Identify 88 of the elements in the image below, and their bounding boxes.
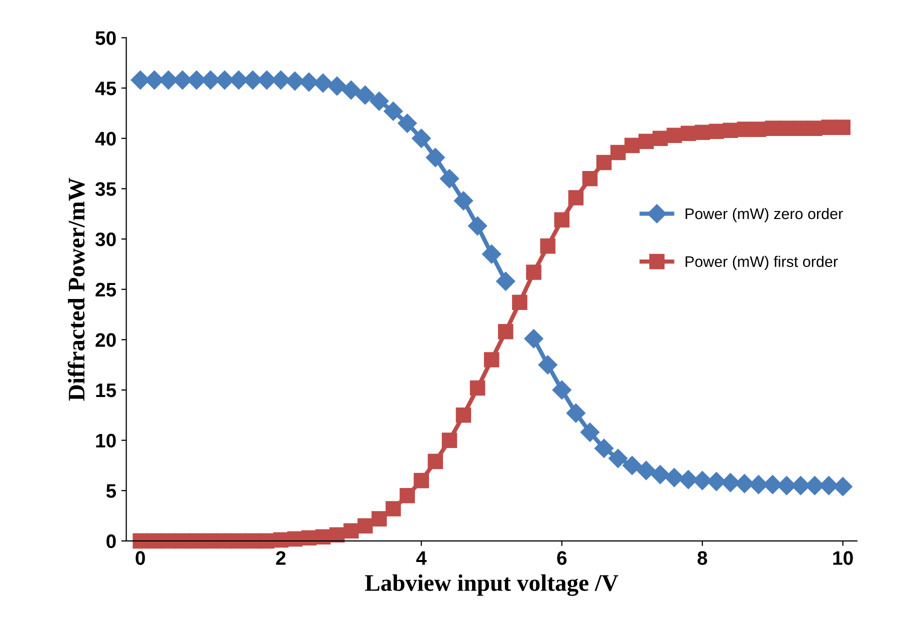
point xyxy=(454,191,474,210)
point xyxy=(524,329,544,348)
point xyxy=(498,324,514,340)
point xyxy=(622,456,642,475)
point xyxy=(722,122,738,138)
point xyxy=(833,477,852,496)
point xyxy=(482,244,502,264)
point xyxy=(779,120,794,136)
point xyxy=(666,128,682,143)
point xyxy=(442,432,458,448)
point xyxy=(594,438,614,458)
y-tick-label: 5 xyxy=(106,484,116,498)
point xyxy=(342,80,361,100)
point xyxy=(299,72,318,92)
point xyxy=(372,511,387,526)
point xyxy=(652,130,668,146)
x-tick-label: 0 xyxy=(136,551,145,565)
point xyxy=(526,264,542,280)
point xyxy=(807,120,822,136)
point xyxy=(328,76,347,96)
point xyxy=(664,468,684,488)
point xyxy=(720,473,740,492)
point xyxy=(793,120,808,136)
point xyxy=(580,422,600,442)
y-tick-label: 20 xyxy=(96,333,116,347)
point xyxy=(512,294,528,310)
point xyxy=(538,355,558,374)
y-axis-title: Diffracted Power/mW xyxy=(68,178,85,401)
point xyxy=(582,170,598,186)
point xyxy=(566,404,586,423)
y-tick-label: 50 xyxy=(96,31,116,45)
point xyxy=(343,523,359,539)
x-tick-label: 2 xyxy=(276,551,286,565)
point xyxy=(692,471,712,490)
legend-label: Power (mW) first order xyxy=(686,256,838,270)
y-tick-label: 30 xyxy=(95,232,116,246)
point xyxy=(357,518,373,534)
point xyxy=(552,380,572,400)
y-tick-label: 25 xyxy=(96,282,116,297)
point xyxy=(412,128,431,148)
point xyxy=(398,114,417,133)
point xyxy=(736,122,752,137)
point xyxy=(678,470,698,490)
y-tick-label: 10 xyxy=(96,434,116,448)
point xyxy=(456,408,472,423)
point xyxy=(554,212,570,228)
point xyxy=(706,472,726,492)
y-tick-label: 0 xyxy=(106,534,116,548)
point xyxy=(428,454,444,470)
point xyxy=(384,102,403,121)
point xyxy=(414,472,429,488)
y-tick-label: 40 xyxy=(95,132,116,146)
point xyxy=(484,352,500,368)
y-tick-label: 35 xyxy=(95,182,116,196)
point xyxy=(624,138,640,154)
point xyxy=(764,120,780,136)
point xyxy=(540,238,556,254)
point xyxy=(680,126,696,141)
point xyxy=(835,120,850,135)
y-tick-label: 45 xyxy=(95,82,116,96)
point xyxy=(608,448,628,468)
point xyxy=(636,460,656,480)
point xyxy=(821,120,836,135)
point xyxy=(708,124,724,139)
point xyxy=(426,148,445,168)
x-tick-label: 4 xyxy=(416,551,427,565)
x-axis-title: Labview input voltage /V xyxy=(365,574,618,596)
point xyxy=(386,501,401,516)
point xyxy=(750,122,766,137)
x-tick-label: 8 xyxy=(698,551,708,565)
x-tick-label: 10 xyxy=(833,551,853,565)
point xyxy=(638,134,654,150)
point xyxy=(650,464,670,484)
point xyxy=(370,92,389,111)
y-tick-label: 15 xyxy=(96,384,116,398)
point xyxy=(568,190,584,206)
point xyxy=(596,154,612,170)
point xyxy=(468,216,488,236)
point xyxy=(694,124,710,140)
legend-label: Power (mW) zero order xyxy=(686,208,843,222)
point xyxy=(356,86,375,105)
point xyxy=(440,169,459,188)
point xyxy=(285,71,304,91)
point xyxy=(496,272,516,291)
point xyxy=(400,488,415,504)
x-tick-label: 6 xyxy=(557,551,567,565)
point xyxy=(610,144,626,160)
point xyxy=(470,380,486,396)
